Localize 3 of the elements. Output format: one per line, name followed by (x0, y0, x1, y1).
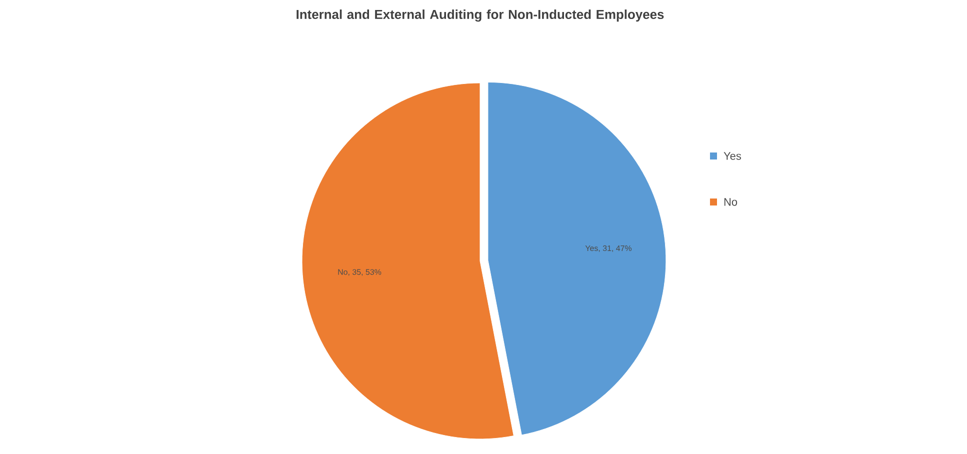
chart-title: Internal and External Auditing for Non-Inducted Employees (296, 10, 664, 22)
legend-label: No (724, 198, 738, 206)
legend-label: Yes (724, 152, 742, 160)
